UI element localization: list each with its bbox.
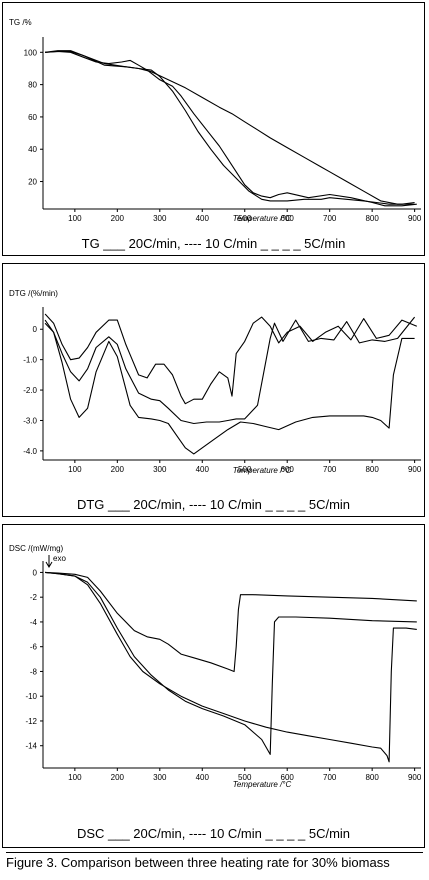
- caption-divider: [6, 852, 423, 853]
- dtg-legend: DTG ___ 20C/min, ---- 10 C/min _ _ _ _ 5…: [76, 497, 351, 512]
- x-tick-label: 200: [111, 214, 125, 223]
- dtg-panel: 100 200 300 400 500 600 700 800 900 0 -1.0 -2.0 -3.0…: [2, 263, 425, 517]
- y-tick-label: -3.0: [23, 416, 37, 425]
- exo-arrowhead-icon: [45, 561, 53, 568]
- y-tick-label: -8: [30, 667, 38, 676]
- exo-annotation: exo: [53, 554, 66, 563]
- y-tick-label: -4.0: [23, 447, 37, 456]
- dsc-chart: 100 200 300 400 500 600 700 800 900 0 -2 -4 -6 -8 -10 -…: [9, 544, 422, 789]
- x-tick-label: 200: [111, 773, 125, 782]
- y-tick-label: 20: [28, 178, 37, 187]
- y-axis-title: TG /%: [9, 18, 32, 27]
- x-tick-label: 100: [68, 773, 82, 782]
- y-tick-label: -2: [30, 593, 38, 602]
- x-tick-label: 400: [196, 214, 210, 223]
- x-tick-label: 300: [153, 214, 167, 223]
- series-line-5cmin: [45, 50, 417, 207]
- series-line-5cmin: [45, 571, 417, 673]
- y-tick-label: -1.0: [23, 356, 37, 365]
- y-tick-label: 60: [28, 113, 37, 122]
- dtg-chart: 100 200 300 400 500 600 700 800 900 0 -1.0 -2.0 -3.0…: [9, 289, 422, 475]
- x-tick-label: 500: [238, 214, 252, 223]
- figure-caption: Figure 3. Comparison between three heati…: [6, 855, 390, 870]
- y-tick-label: -14: [25, 742, 37, 751]
- x-tick-label: 300: [153, 773, 167, 782]
- x-tick-label: 700: [323, 773, 337, 782]
- x-tick-label: 200: [111, 465, 125, 474]
- x-tick-label: 500: [238, 465, 252, 474]
- dsc-panel: 100 200 300 400 500 600 700 800 900 0 -2 -4 -6 -8 -10 -…: [2, 524, 425, 848]
- x-axis-title: Temperature /°C: [233, 466, 292, 475]
- x-tick-label: 100: [68, 214, 82, 223]
- x-tick-label: 800: [365, 773, 379, 782]
- y-tick-label: 80: [28, 81, 37, 90]
- x-tick-label: 400: [196, 465, 210, 474]
- x-tick-label: 800: [365, 214, 379, 223]
- x-tick-label: 800: [365, 465, 379, 474]
- dsc-legend: DSC ___ 20C/min, ---- 10 C/min _ _ _ _ 5…: [76, 826, 351, 841]
- series-line-10cmin: [44, 316, 416, 425]
- y-tick-label: -10: [25, 692, 37, 701]
- x-tick-label: 900: [408, 773, 422, 782]
- x-tick-label: 900: [408, 465, 422, 474]
- x-tick-label: 600: [281, 465, 295, 474]
- x-tick-label: 600: [281, 214, 295, 223]
- series-line-10cmin: [45, 571, 417, 755]
- x-tick-label: 700: [323, 214, 337, 223]
- tg-legend: TG ___ 20C/min, ---- 10 C/min _ _ _ _ 5C…: [81, 236, 346, 251]
- x-tick-label: 500: [238, 773, 252, 782]
- series-line-10cmin: [45, 50, 415, 205]
- y-tick-label: 0: [33, 325, 38, 334]
- series-line-20cmin: [45, 571, 417, 763]
- x-tick-label: 100: [68, 465, 82, 474]
- y-tick-label: -6: [30, 643, 38, 652]
- x-tick-label: 700: [323, 465, 337, 474]
- y-tick-label: 0: [33, 568, 38, 577]
- y-axis-title: DTG /(%/min): [9, 289, 58, 298]
- y-tick-label: -2.0: [23, 386, 37, 395]
- y-axis-title: DSC /(mW/mg): [9, 544, 64, 553]
- x-axis-title: Temperature /°C: [233, 214, 292, 223]
- tg-panel: 100 200 300 400 500 600 700 800 900 20 40 60 80 100 TG…: [2, 2, 425, 256]
- series-line-20cmin: [45, 50, 415, 205]
- x-tick-label: 600: [281, 773, 295, 782]
- series-line-20cmin: [44, 319, 415, 455]
- x-tick-label: 400: [196, 773, 210, 782]
- x-tick-label: 300: [153, 465, 167, 474]
- y-tick-label: 40: [28, 145, 37, 154]
- y-tick-label: 100: [24, 48, 38, 57]
- x-tick-label: 900: [408, 214, 422, 223]
- y-tick-label: -4: [30, 618, 38, 627]
- tg-chart: 100 200 300 400 500 600 700 800 900 20 40 60 80 100 TG…: [9, 18, 422, 223]
- series-line-5cmin: [44, 313, 418, 405]
- y-tick-label: -12: [25, 717, 37, 726]
- x-axis-title: Temperature /°C: [233, 780, 292, 789]
